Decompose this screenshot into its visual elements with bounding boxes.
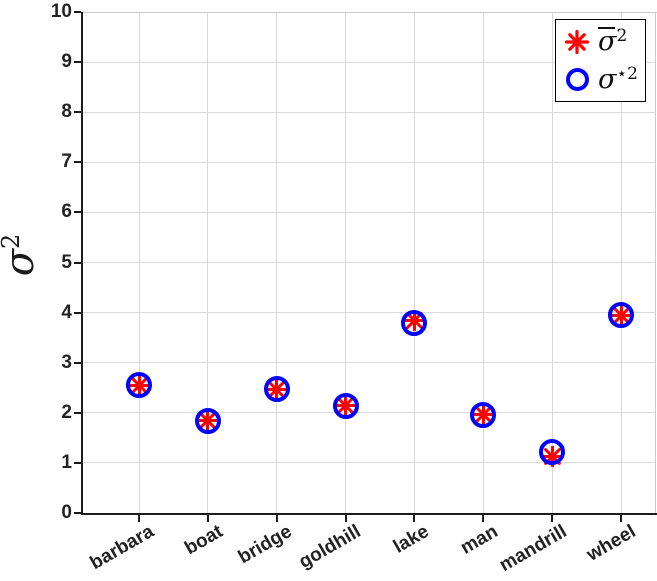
legend-entry-sigma-bar-squared: σ2 xyxy=(565,24,645,60)
y-axis-label-sigma: σ xyxy=(0,248,43,277)
vertical-gridline xyxy=(276,13,278,513)
y-tick-mark xyxy=(74,11,81,13)
horizontal-gridline xyxy=(83,362,655,364)
vertical-gridline xyxy=(413,13,415,513)
x-tick-mark xyxy=(138,515,140,522)
legend-label-sigma-star-squared: σ⋆2 xyxy=(598,63,638,95)
y-tick-label: 6 xyxy=(61,201,72,223)
y-tick-label: 10 xyxy=(50,1,72,22)
x-axis-line xyxy=(81,513,657,515)
horizontal-gridline xyxy=(83,312,655,314)
y-tick-mark xyxy=(74,211,81,214)
y-tick-label: 1 xyxy=(61,451,72,473)
horizontal-gridline xyxy=(83,262,655,263)
legend-entry-sigma-star-squared: σ⋆2 xyxy=(565,61,645,97)
data-point-circle-mandrill xyxy=(539,439,566,466)
vertical-gridline xyxy=(620,13,622,513)
data-point-circle-bridge xyxy=(263,376,290,403)
x-tick-mark xyxy=(482,515,485,522)
y-axis-line xyxy=(81,12,83,515)
plot-box-right-border xyxy=(655,12,656,513)
data-point-circle-man xyxy=(470,401,497,428)
horizontal-gridline xyxy=(83,211,655,213)
y-tick-mark xyxy=(74,411,81,414)
y-tick-mark xyxy=(74,361,81,364)
data-point-circle-barbara xyxy=(126,372,152,399)
vertical-gridline xyxy=(482,13,484,513)
legend: σ2 σ⋆2 xyxy=(555,19,646,102)
y-tick-mark xyxy=(74,512,81,514)
y-tick-label: 3 xyxy=(61,351,72,373)
y-tick-label: 4 xyxy=(61,301,72,323)
vertical-gridline xyxy=(207,13,209,513)
plot-box-top-border xyxy=(82,12,657,13)
y-tick-label: 9 xyxy=(61,51,72,73)
red-asterisk-icon xyxy=(565,29,589,54)
horizontal-gridline xyxy=(83,61,655,63)
data-point-circle-goldhill xyxy=(332,392,359,419)
x-tick-mark xyxy=(413,515,416,522)
x-tick-mark xyxy=(344,515,347,522)
y-tick-label: 5 xyxy=(61,251,72,273)
vertical-gridline xyxy=(138,13,140,513)
blue-circle-icon xyxy=(565,67,589,91)
y-tick-mark xyxy=(74,311,81,314)
y-tick-mark xyxy=(74,61,81,64)
y-tick-mark xyxy=(74,261,81,264)
data-point-circle-lake xyxy=(401,310,428,337)
y-tick-label: 0 xyxy=(61,502,72,523)
vertical-gridline xyxy=(345,13,347,513)
data-point-circle-wheel xyxy=(608,302,634,329)
y-axis-label-exponent: 2 xyxy=(0,234,25,249)
x-tick-mark xyxy=(275,515,278,522)
horizontal-gridline xyxy=(83,111,655,113)
y-tick-mark xyxy=(74,461,81,464)
x-tick-mark xyxy=(206,515,209,522)
y-tick-mark xyxy=(74,161,81,164)
horizontal-gridline xyxy=(83,412,655,414)
x-tick-mark xyxy=(551,515,554,522)
y-tick-label: 2 xyxy=(61,401,72,423)
y-tick-label: 8 xyxy=(61,101,72,123)
data-point-circle-boat xyxy=(194,407,221,434)
y-tick-mark xyxy=(74,111,81,114)
y-axis-label: σ2 xyxy=(0,200,49,310)
horizontal-gridline xyxy=(83,462,655,464)
y-tick-label: 7 xyxy=(61,151,72,173)
x-tick-mark xyxy=(620,515,622,522)
legend-label-sigma-bar-squared: σ2 xyxy=(598,26,628,58)
horizontal-gridline xyxy=(83,161,655,163)
vertical-gridline xyxy=(551,13,553,513)
